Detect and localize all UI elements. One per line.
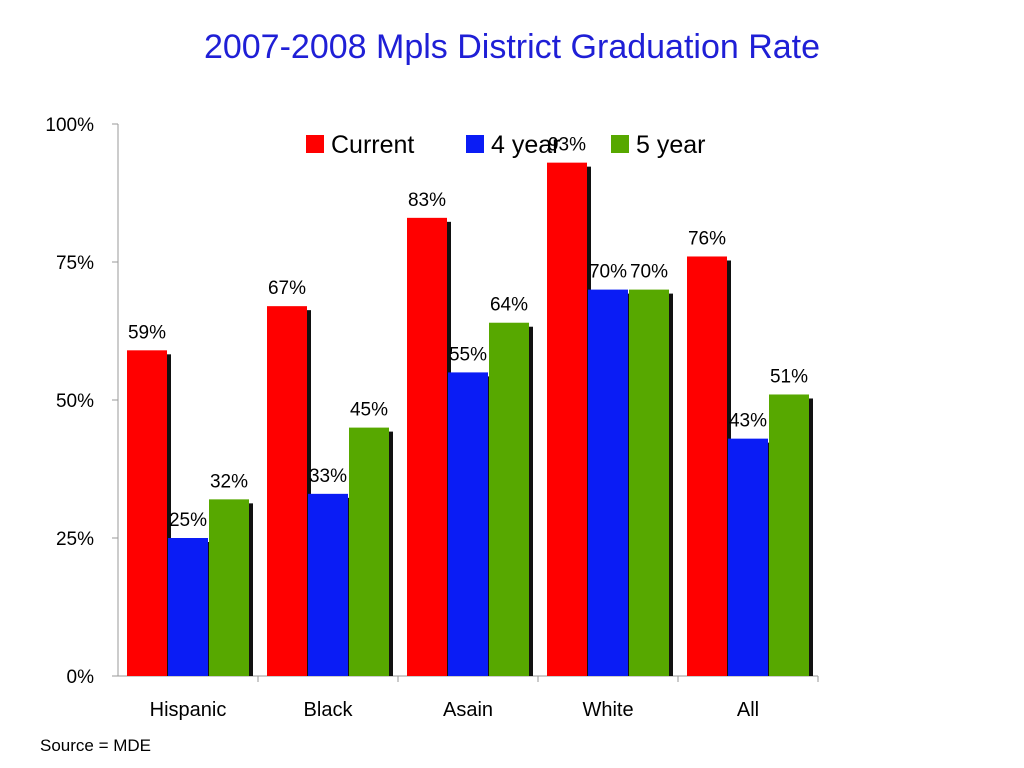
data-label: 32% xyxy=(210,471,248,492)
legend-label: Current xyxy=(331,131,414,159)
data-label: 93% xyxy=(548,135,586,156)
data-label: 55% xyxy=(449,344,487,365)
data-label: 70% xyxy=(589,262,627,283)
y-tick-label: 100% xyxy=(45,115,94,136)
data-label: 25% xyxy=(169,510,207,531)
bar xyxy=(588,289,628,676)
data-label: 83% xyxy=(408,190,446,211)
data-labels: 59% 25%32% 67% 33% 45% 83% 55% 64% 93% 70% 70% 76% 4… xyxy=(128,135,808,531)
source-note: Source = MDE xyxy=(40,736,152,755)
bar xyxy=(127,350,167,676)
data-label: 76% xyxy=(688,228,726,249)
data-label: 70% xyxy=(630,262,668,283)
x-tick-label: Asain xyxy=(443,699,493,721)
bar xyxy=(687,256,727,676)
y-tick-label: 50% xyxy=(56,391,94,412)
legend-swatch xyxy=(466,135,484,153)
data-label: 43% xyxy=(729,411,767,432)
legend-swatch xyxy=(306,135,324,153)
y-tick-label: 75% xyxy=(56,253,94,274)
data-label: 64% xyxy=(490,295,528,316)
x-tick-label: White xyxy=(582,699,633,721)
bar xyxy=(629,289,669,676)
bar xyxy=(267,306,307,676)
bar xyxy=(349,427,389,676)
x-tick-label: Black xyxy=(304,699,354,721)
legend-label: 4 year xyxy=(491,131,560,159)
bar xyxy=(728,438,768,676)
bar xyxy=(209,499,249,676)
bars xyxy=(127,162,813,676)
data-label: 67% xyxy=(268,278,306,299)
data-label: 59% xyxy=(128,322,166,343)
y-tick-label: 0% xyxy=(67,667,95,688)
bar xyxy=(168,538,208,676)
bar xyxy=(769,394,809,676)
bar xyxy=(448,372,488,676)
x-tick-label: Hispanic xyxy=(150,699,227,721)
data-label: 45% xyxy=(350,400,388,421)
bar xyxy=(407,217,447,676)
bar xyxy=(489,322,529,676)
bar xyxy=(308,493,348,676)
legend-label: 5 year xyxy=(636,131,705,159)
legend: Current 4 year 5 year xyxy=(306,131,705,159)
y-tick-label: 25% xyxy=(56,529,94,550)
bar xyxy=(547,162,587,676)
x-tick-label: All xyxy=(737,699,759,721)
chart-title: 2007-2008 Mpls District Graduation Rate xyxy=(203,28,821,66)
data-label: 33% xyxy=(309,466,347,487)
data-label: 51% xyxy=(770,366,808,387)
legend-swatch xyxy=(611,135,629,153)
